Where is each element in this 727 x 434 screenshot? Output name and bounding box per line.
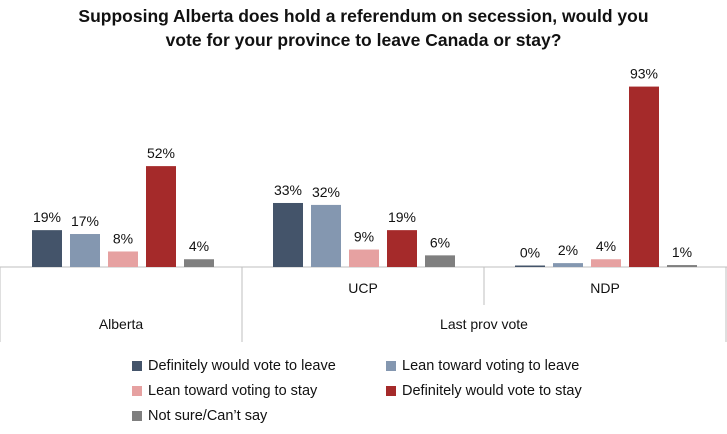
bar-ndp-definitely-would-vote-to-leave: [515, 265, 545, 267]
data-label-ndp-lean-toward-voting-to-stay: 4%: [596, 238, 616, 254]
legend-label: Lean toward voting to stay: [148, 383, 318, 399]
data-label-ndp-not-sure-can-t-say: 1%: [672, 244, 692, 260]
data-label-alberta-lean-toward-voting-to-leave: 17%: [71, 213, 99, 229]
data-label-alberta-definitely-would-vote-to-leave: 19%: [33, 209, 61, 225]
data-label-alberta-definitely-would-vote-to-stay: 52%: [147, 145, 175, 161]
bars-layer: [32, 86, 697, 267]
data-label-ucp-lean-toward-voting-to-leave: 32%: [312, 184, 340, 200]
chart-title: Supposing Alberta does hold a referendum…: [0, 4, 727, 52]
legend-label: Lean toward voting to leave: [402, 358, 580, 374]
bar-alberta-lean-toward-voting-to-leave: [70, 234, 100, 267]
data-label-ucp-lean-toward-voting-to-stay: 9%: [354, 229, 374, 245]
category-layer: Alberta UCP NDP Last prov vote: [99, 280, 620, 332]
legend-swatch: [132, 386, 142, 396]
legend-label: Not sure/Can’t say: [148, 408, 268, 424]
category-label-alberta: Alberta: [99, 316, 144, 332]
legend-item-not-sure-can-t-say: Not sure/Can’t say: [132, 408, 267, 424]
bar-ucp-not-sure-can-t-say: [425, 255, 455, 267]
data-label-ucp-definitely-would-vote-to-stay: 19%: [388, 209, 416, 225]
legend-label: Definitely would vote to stay: [402, 383, 582, 399]
bar-ndp-not-sure-can-t-say: [667, 265, 697, 267]
legend-item-lean-toward-voting-to-leave: Lean toward voting to leave: [386, 358, 579, 374]
bar-ndp-definitely-would-vote-to-stay: [629, 86, 659, 267]
bar-alberta-not-sure-can-t-say: [184, 259, 214, 267]
data-label-ndp-lean-toward-voting-to-leave: 2%: [558, 242, 578, 258]
legend-item-lean-toward-voting-to-stay: Lean toward voting to stay: [132, 383, 317, 399]
chart-title-line-1: Supposing Alberta does hold a referendum…: [78, 6, 649, 26]
bar-alberta-definitely-would-vote-to-stay: [146, 166, 176, 267]
legend-item-definitely-would-vote-to-stay: Definitely would vote to stay: [386, 383, 582, 399]
labels-layer: 19% 17% 8% 52% 4% 33% 32% 9% 19% 6% 0% 2% 4% 93% 1%: [33, 66, 692, 261]
legend-item-definitely-would-vote-to-leave: Definitely would vote to leave: [132, 358, 336, 374]
data-label-ucp-not-sure-can-t-say: 6%: [430, 234, 450, 250]
chart-title-line-2: vote for your province to leave Canada o…: [165, 30, 562, 50]
category-label-ucp: UCP: [348, 280, 378, 296]
bar-ucp-definitely-would-vote-to-stay: [387, 230, 417, 267]
bar-ucp-lean-toward-voting-to-stay: [349, 249, 379, 267]
legend-label: Definitely would vote to leave: [148, 358, 336, 374]
legend-swatch: [132, 411, 142, 421]
bar-alberta-definitely-would-vote-to-leave: [32, 230, 62, 267]
category-label-ndp: NDP: [590, 280, 620, 296]
bar-ndp-lean-toward-voting-to-leave: [553, 263, 583, 267]
legend-swatch: [386, 386, 396, 396]
bar-ucp-lean-toward-voting-to-leave: [311, 204, 341, 267]
data-label-alberta-not-sure-can-t-say: 4%: [189, 238, 209, 254]
bar-ucp-definitely-would-vote-to-leave: [273, 202, 303, 267]
data-label-ucp-definitely-would-vote-to-leave: 33%: [274, 182, 302, 198]
data-label-alberta-lean-toward-voting-to-stay: 8%: [113, 230, 133, 246]
bar-alberta-lean-toward-voting-to-stay: [108, 251, 138, 267]
data-label-ndp-definitely-would-vote-to-stay: 93%: [630, 66, 658, 82]
bar-ndp-lean-toward-voting-to-stay: [591, 259, 621, 267]
data-label-ndp-definitely-would-vote-to-leave: 0%: [520, 245, 540, 261]
legend-swatch: [132, 361, 142, 371]
legend-swatch: [386, 361, 396, 371]
group-label-last-prov-vote: Last prov vote: [440, 316, 528, 332]
